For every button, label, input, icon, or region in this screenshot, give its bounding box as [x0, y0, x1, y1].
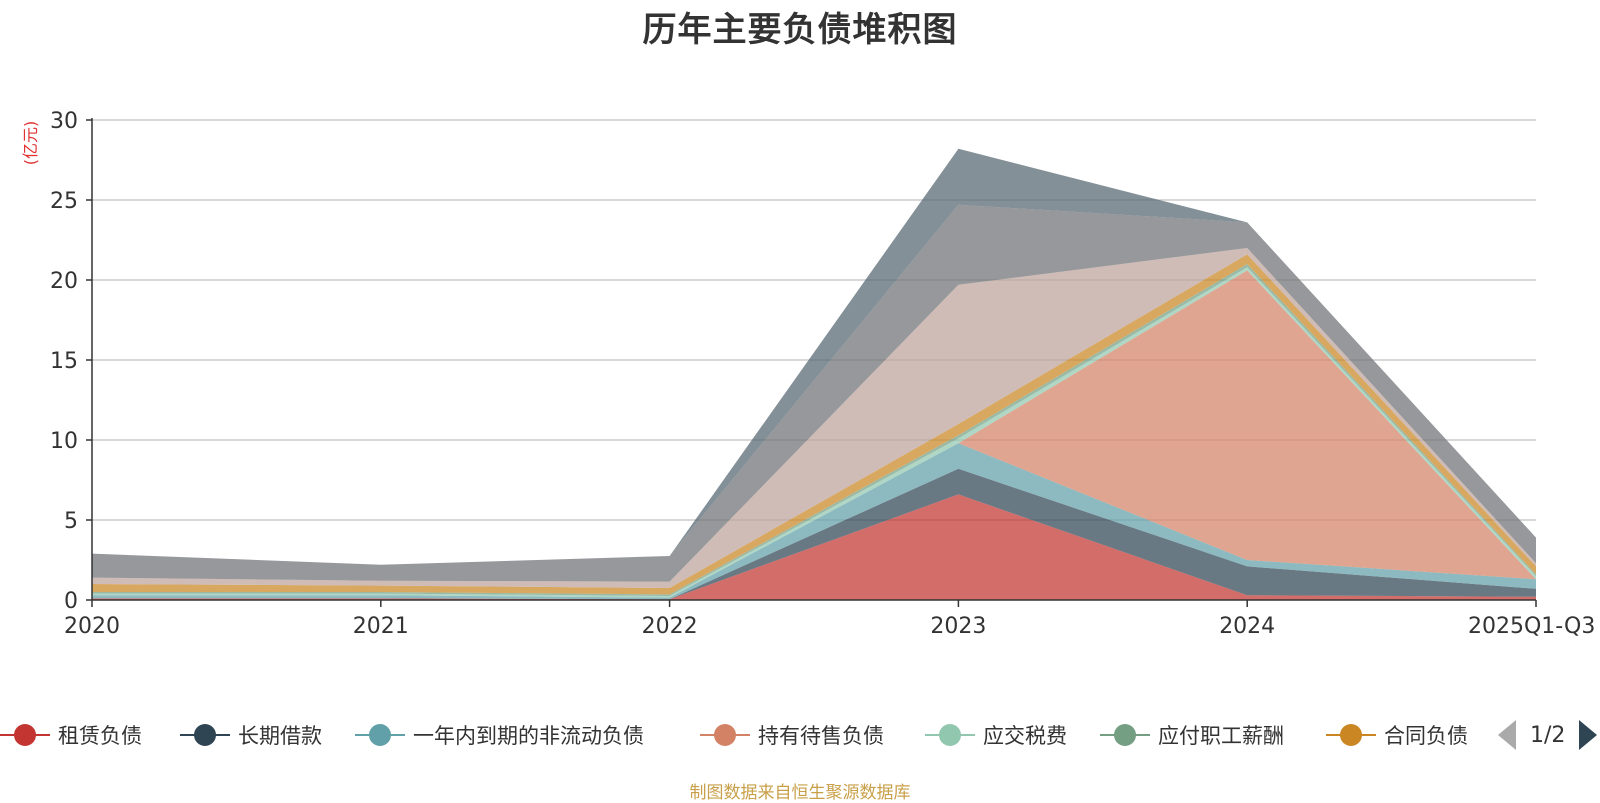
chart-title: 历年主要负债堆积图 [642, 10, 958, 50]
y-tick-label: 30 [50, 109, 78, 134]
y-tick-label: 25 [50, 189, 78, 214]
y-tick-label: 5 [64, 509, 78, 534]
x-tick-label: 2022 [642, 614, 698, 639]
legend-label: 持有待售负债 [758, 724, 884, 748]
legend-label: 应付职工薪酬 [1158, 724, 1284, 748]
legend-next-page-icon[interactable] [1579, 720, 1598, 750]
y-tick-label: 20 [50, 269, 78, 294]
y-tick-label: 10 [50, 429, 78, 454]
legend-prev-page-icon[interactable] [1498, 720, 1516, 750]
legend-label: 长期借款 [238, 724, 322, 748]
area-series-0 [92, 494, 1536, 600]
legend-marker-icon [0, 724, 50, 746]
legend-item[interactable]: 长期借款 [180, 720, 322, 750]
legend-item[interactable]: 应交税费 [925, 720, 1067, 750]
area-series-3 [92, 270, 1536, 598]
legend-label: 租赁负债 [58, 724, 142, 748]
legend-marker-icon [355, 724, 405, 746]
legend-label: 应交税费 [983, 724, 1067, 748]
legend-marker-icon [1326, 724, 1376, 746]
legend-marker-icon [925, 724, 975, 746]
x-tick-label: 2021 [353, 614, 409, 639]
legend-page-indicator: 1/2 [1530, 722, 1566, 748]
legend-pager: 1/2 [1498, 717, 1598, 753]
legend-item[interactable]: 一年内到期的非流动负债 [355, 720, 644, 750]
legend-item[interactable]: 租赁负债 [0, 720, 142, 750]
y-tick-label: 0 [64, 589, 78, 614]
area-series-9 [92, 148, 1536, 565]
legend-item[interactable]: 持有待售负债 [700, 720, 884, 750]
legend-item[interactable]: 应付职工薪酬 [1100, 720, 1284, 750]
x-tick-label: 2024 [1219, 614, 1275, 639]
axes: 0 5 10 15 20 25 30 2020 2021 2022 2023 2024 2025Q1-Q… [50, 109, 1595, 639]
area-series [92, 148, 1536, 600]
x-tick-label: 2025Q1-Q3 [1468, 614, 1595, 639]
source-note: 制图数据来自恒生聚源数据库 [689, 783, 911, 803]
area-series-2 [92, 443, 1536, 600]
x-tick-label: 2023 [930, 614, 986, 639]
legend-label: 合同负债 [1384, 724, 1468, 748]
legend-label: 一年内到期的非流动负债 [413, 724, 644, 748]
y-tick-label: 15 [50, 349, 78, 374]
legend-marker-icon [180, 724, 230, 746]
legend-marker-icon [1100, 724, 1150, 746]
legend-marker-icon [700, 724, 750, 746]
x-tick-label: 2020 [64, 614, 120, 639]
area-series-8 [92, 204, 1536, 582]
legend-item[interactable]: 合同负债 [1326, 720, 1468, 750]
y-axis-unit-label: (亿元) [21, 121, 40, 166]
